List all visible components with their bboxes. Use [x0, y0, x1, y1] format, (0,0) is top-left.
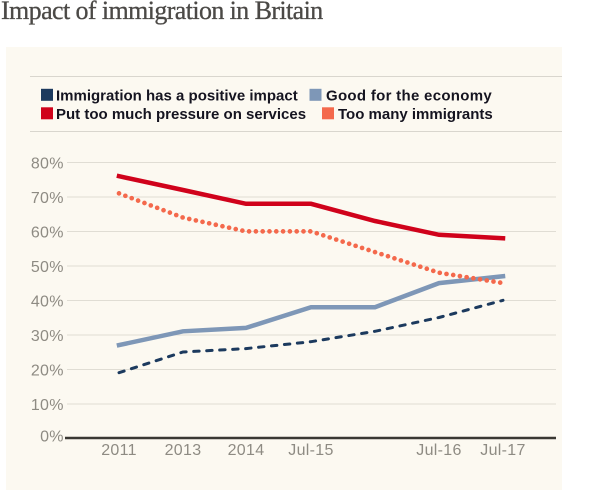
svg-text:10%: 10% — [31, 397, 64, 414]
svg-text:20%: 20% — [31, 362, 64, 379]
svg-text:70%: 70% — [31, 190, 64, 207]
svg-text:Too many immigrants: Too many immigrants — [338, 106, 493, 123]
svg-text:2014: 2014 — [228, 442, 265, 459]
svg-text:2013: 2013 — [165, 442, 202, 459]
svg-text:40%: 40% — [31, 293, 64, 310]
svg-text:Good for the economy: Good for the economy — [326, 88, 492, 105]
svg-text:Immigration has a positive imp: Immigration has a positive impact — [56, 88, 298, 105]
svg-text:50%: 50% — [31, 259, 64, 276]
svg-text:Jul-17: Jul-17 — [480, 442, 525, 459]
svg-text:Jul-15: Jul-15 — [288, 442, 333, 459]
svg-text:2011: 2011 — [101, 442, 137, 459]
svg-text:60%: 60% — [31, 224, 64, 241]
svg-text:30%: 30% — [31, 328, 64, 345]
svg-text:0%: 0% — [40, 429, 64, 446]
svg-text:Jul-16: Jul-16 — [416, 442, 461, 459]
svg-text:Put too much pressure on servi: Put too much pressure on services — [56, 106, 306, 123]
svg-text:80%: 80% — [31, 155, 64, 172]
